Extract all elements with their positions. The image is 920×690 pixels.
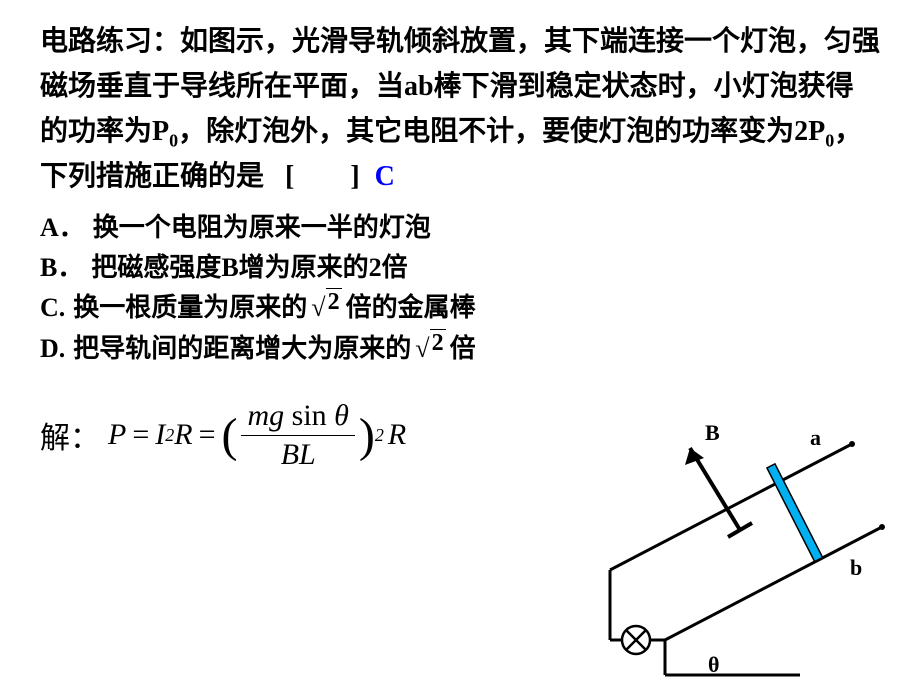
label-B: B xyxy=(705,420,720,445)
subscript-2: 0 xyxy=(825,130,834,150)
bulb-icon xyxy=(622,626,650,654)
option-d-before: 把导轨间的距离增大为原来的 xyxy=(73,329,411,369)
option-b-label: B． xyxy=(40,248,83,288)
question-part2: ，除灯泡外，其它电阻不计，要使灯泡的功率变为2P xyxy=(178,116,825,147)
eq-2: = xyxy=(199,418,216,452)
lparen: ( xyxy=(222,408,238,463)
question-text: 电路练习：如图示，光滑导轨倾斜放置，其下端连接一个灯泡，匀强磁场垂直于导线所在平… xyxy=(40,20,880,200)
formula-R1: R xyxy=(174,418,192,452)
num-mg: mg xyxy=(247,399,284,432)
option-a-text: 换一个电阻为原来一半的灯泡 xyxy=(93,208,431,248)
bracket-close: ] xyxy=(350,161,359,192)
sqrt-sign-icon-2: √ xyxy=(415,329,429,369)
sqrt-c: √ 2 xyxy=(311,288,341,328)
theta-label: θ xyxy=(708,652,719,677)
label-b: b xyxy=(850,555,862,580)
numerator: mg sin θ xyxy=(241,399,354,436)
label-a: a xyxy=(810,425,821,450)
option-c-label: C. xyxy=(40,288,65,328)
formula-P: P xyxy=(108,418,126,452)
option-b: B． 把磁感强度B增为原来的2倍 xyxy=(40,248,880,288)
options-list: A． 换一个电阻为原来一半的灯泡 B． 把磁感强度B增为原来的2倍 C. 换一根… xyxy=(40,208,880,369)
option-d: D. 把导轨间的距离增大为原来的 √ 2 倍 xyxy=(40,329,880,369)
solution-label: 解： xyxy=(40,413,100,457)
option-c-before: 换一根质量为原来的 xyxy=(73,288,307,328)
paren-sq: 2 xyxy=(375,425,384,446)
formula-I: I xyxy=(155,418,165,452)
rparen: ) xyxy=(359,408,375,463)
formula-I-sq: 2 xyxy=(165,425,174,446)
sqrt-d-arg: 2 xyxy=(430,329,446,356)
bracket-open: [ xyxy=(285,161,294,192)
formula: P = I 2 R = ( mg sin θ BL ) 2 R xyxy=(108,399,406,472)
option-a: A． 换一个电阻为原来一半的灯泡 xyxy=(40,208,880,248)
option-b-text: 把磁感强度B增为原来的2倍 xyxy=(91,248,407,288)
magnetic-field-arrow xyxy=(685,448,752,537)
answer-value: C xyxy=(375,161,395,192)
denominator: BL xyxy=(275,436,322,472)
option-d-label: D. xyxy=(40,329,65,369)
conducting-bar xyxy=(767,464,823,562)
sqrt-c-arg: 2 xyxy=(326,288,342,315)
option-c-after: 倍的金属棒 xyxy=(346,288,476,328)
option-c: C. 换一根质量为原来的 √ 2 倍的金属棒 xyxy=(40,288,880,328)
eq-1: = xyxy=(132,418,149,452)
option-a-label: A． xyxy=(40,208,85,248)
sqrt-d: √ 2 xyxy=(415,329,445,369)
sqrt-sign-icon: √ xyxy=(311,288,325,328)
rails xyxy=(610,441,885,640)
fraction: mg sin θ BL xyxy=(241,399,354,472)
option-d-after: 倍 xyxy=(450,329,476,369)
num-sin: sin xyxy=(292,399,327,432)
formula-R2: R xyxy=(388,418,406,452)
answer-bracket: [ ] xyxy=(271,161,367,192)
circuit-diagram: θ a b B xyxy=(550,400,890,680)
num-theta: θ xyxy=(334,399,349,432)
subscript-1: 0 xyxy=(169,130,178,150)
